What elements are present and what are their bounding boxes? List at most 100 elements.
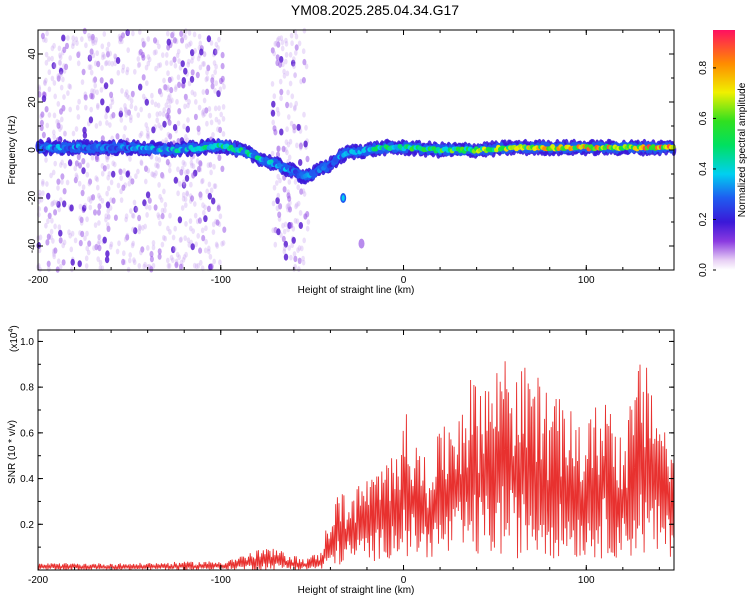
noise-speck — [168, 212, 172, 219]
noise-speck — [188, 218, 193, 225]
noise-speck — [95, 176, 100, 183]
noise-speck — [141, 93, 146, 100]
noise-speck — [149, 255, 154, 263]
noise-speck — [111, 160, 115, 167]
noise-speck — [81, 68, 86, 76]
noise-speck — [174, 258, 179, 265]
noise-speck — [77, 180, 82, 187]
noise-speck — [287, 245, 292, 251]
noise-speck — [78, 203, 83, 210]
noise-speck — [190, 58, 194, 64]
noise-speck — [123, 106, 128, 113]
noise-speck — [61, 106, 66, 112]
noise-speck — [58, 52, 62, 59]
noise-speck — [219, 111, 223, 118]
noise-speck — [70, 266, 74, 273]
noise-speck — [105, 60, 109, 66]
noise-speck — [53, 247, 58, 254]
noise-speck — [99, 77, 104, 84]
noise-speck — [71, 130, 76, 137]
noise-speck — [275, 54, 280, 61]
noise-speck — [173, 176, 178, 184]
noise-speck — [207, 181, 212, 188]
noise-speck — [53, 223, 57, 230]
noise-speck — [182, 123, 186, 130]
noise-speck — [106, 185, 111, 192]
noise-speck — [279, 95, 283, 102]
noise-speck — [147, 197, 152, 204]
noise-speck — [98, 195, 102, 202]
noise-speck — [285, 70, 290, 77]
noise-speck — [201, 177, 205, 184]
noise-speck — [87, 32, 91, 39]
noise-speck — [119, 117, 124, 123]
noise-speck — [186, 102, 190, 109]
colorbar-ticks: 0.0 0.2 0.4 0.6 0.8 — [698, 61, 716, 277]
noise-speck — [107, 60, 111, 67]
noise-speck — [94, 243, 99, 251]
noise-speck — [303, 213, 308, 220]
noise-speck — [104, 113, 108, 120]
noise-speck — [144, 178, 148, 185]
noise-speck — [76, 51, 81, 58]
noise-speck — [166, 263, 171, 269]
noise-speck — [202, 51, 207, 57]
noise-speck — [160, 172, 165, 179]
noise-speck — [168, 93, 172, 99]
noise-speck — [192, 262, 197, 269]
noise-speck — [96, 256, 100, 262]
noise-speck — [133, 105, 138, 112]
noise-speck — [203, 204, 207, 211]
noise-speck — [125, 93, 130, 100]
noise-speck — [141, 41, 146, 48]
noise-speck — [198, 247, 203, 254]
noise-speck — [214, 49, 219, 55]
noise-speck — [209, 119, 214, 126]
noise-speck — [184, 134, 188, 140]
noise-speck — [98, 120, 102, 127]
noise-speck — [210, 83, 215, 90]
noise-speck — [165, 52, 169, 58]
noise-speck — [285, 126, 289, 133]
noise-speck — [47, 69, 52, 76]
noise-speck — [108, 50, 112, 57]
noise-speck — [197, 104, 202, 111]
noise-speck — [105, 156, 109, 163]
noise-speck — [124, 107, 128, 114]
noise-speck — [105, 201, 111, 209]
noise-speck — [282, 228, 287, 235]
noise-speck — [211, 132, 215, 138]
noise-speck — [160, 212, 165, 220]
noise-speck — [180, 60, 185, 68]
noise-speck — [127, 94, 131, 101]
noise-speck — [100, 43, 105, 50]
noise-speck — [109, 91, 114, 99]
noise-speck — [138, 83, 143, 91]
noise-speck — [200, 178, 204, 185]
noise-speck — [136, 56, 141, 62]
noise-speck — [157, 253, 162, 260]
noise-speck — [51, 169, 56, 176]
noise-speck — [204, 225, 208, 232]
colorbar-tick-label: 0.8 — [698, 61, 709, 75]
noise-speck — [70, 258, 75, 266]
noise-speck — [107, 171, 112, 177]
noise-speck — [173, 62, 178, 69]
noise-speck — [191, 172, 196, 179]
noise-speck — [297, 245, 302, 251]
noise-speck — [123, 236, 128, 243]
noise-speck — [131, 240, 135, 247]
noise-speck — [50, 75, 55, 82]
noise-speck — [89, 48, 94, 55]
colorbar: 0.0 0.2 0.4 0.6 0.8 Normalized spectral ampl… — [698, 30, 748, 277]
noise-speck — [276, 41, 281, 48]
noise-speck — [43, 80, 47, 87]
noise-speck — [302, 111, 306, 118]
noise-speck — [166, 225, 170, 232]
noise-speck — [45, 181, 49, 187]
x-tick-label: -100 — [211, 275, 231, 286]
noise-speck — [220, 62, 225, 70]
noise-speck — [275, 197, 280, 205]
noise-speck — [162, 107, 166, 113]
noise-speck — [190, 195, 195, 202]
